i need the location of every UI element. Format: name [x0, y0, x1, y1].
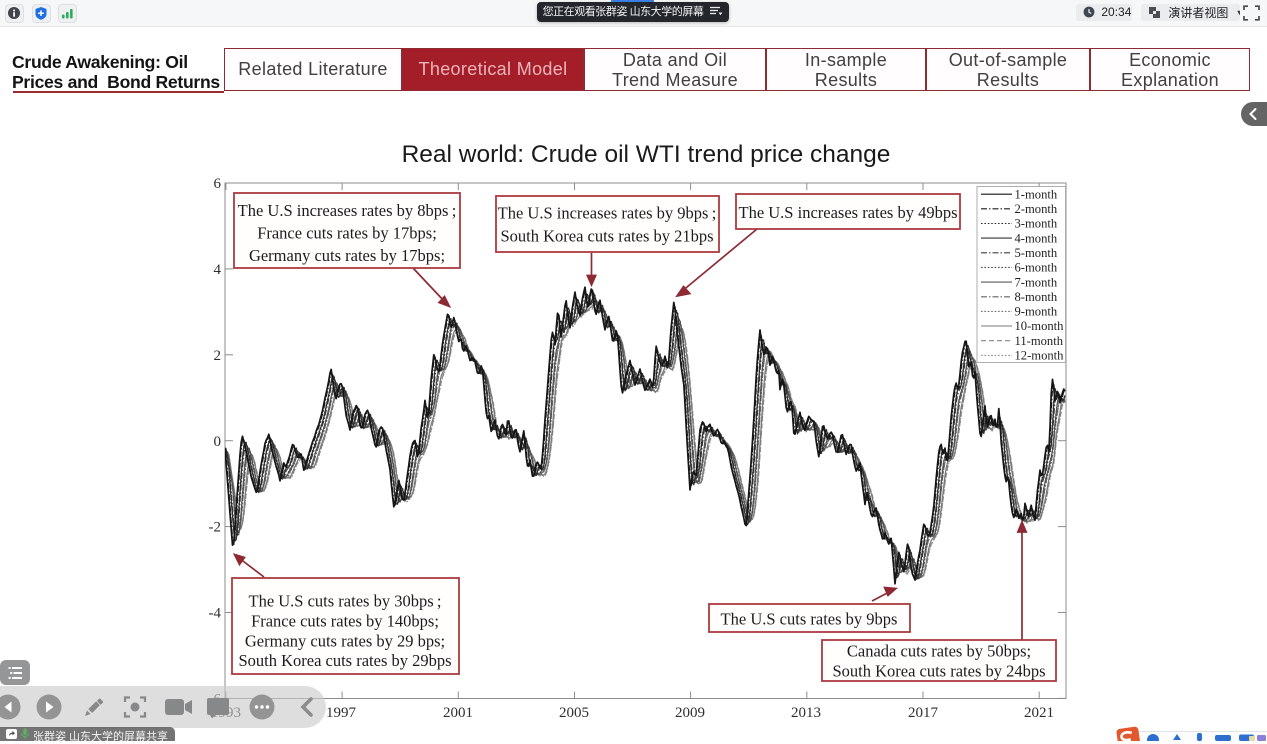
- svg-text:8-month: 8-month: [1015, 290, 1058, 304]
- svg-text:France cuts rates by 17bps;: France cuts rates by 17bps;: [257, 224, 437, 243]
- svg-text:5-month: 5-month: [1015, 246, 1058, 260]
- svg-text:3-month: 3-month: [1015, 217, 1058, 231]
- svg-text:-2: -2: [209, 520, 222, 536]
- svg-text:2001: 2001: [443, 705, 473, 721]
- svg-text:Germany cuts rates by 17bps;: Germany cuts rates by 17bps;: [249, 246, 445, 265]
- svg-text:The U.S increases rates by 9bp: The U.S increases rates by 9bps ;: [498, 204, 717, 223]
- svg-text:4-month: 4-month: [1015, 231, 1058, 245]
- svg-text:6-month: 6-month: [1015, 261, 1058, 275]
- svg-text:7-month: 7-month: [1015, 275, 1058, 289]
- svg-text:The U.S cuts rates by 9bps: The U.S cuts rates by 9bps: [721, 610, 898, 629]
- svg-text:12-month: 12-month: [1015, 349, 1065, 363]
- svg-text:France cuts rates by 140bps;: France cuts rates by 140bps;: [251, 612, 439, 631]
- svg-text:South Korea cuts rates by 21bp: South Korea cuts rates by 21bps: [500, 227, 713, 246]
- svg-text:South Korea cuts rates by 29bp: South Korea cuts rates by 29bps: [238, 651, 451, 670]
- svg-text:2005: 2005: [559, 705, 589, 721]
- svg-text:2009: 2009: [675, 705, 705, 721]
- svg-text:2021: 2021: [1024, 705, 1054, 721]
- svg-text:2017: 2017: [908, 705, 939, 721]
- svg-text:The U.S increases rates by 49b: The U.S increases rates by 49bps: [738, 203, 957, 222]
- svg-text:10-month: 10-month: [1015, 319, 1065, 333]
- svg-text:2: 2: [214, 348, 222, 364]
- svg-text:Canada cuts rates by 50bps;: Canada cuts rates by 50bps;: [847, 642, 1031, 661]
- svg-text:2013: 2013: [791, 705, 821, 721]
- svg-text:2-month: 2-month: [1015, 202, 1058, 216]
- svg-text:9-month: 9-month: [1015, 305, 1058, 319]
- svg-text:1997: 1997: [326, 705, 357, 721]
- svg-text:Real world: Crude oil WTI tren: Real world: Crude oil WTI trend price ch…: [402, 141, 891, 168]
- svg-text:4: 4: [214, 262, 222, 278]
- svg-text:0: 0: [214, 434, 222, 450]
- svg-text:11-month: 11-month: [1015, 334, 1064, 348]
- svg-text:-4: -4: [209, 606, 222, 622]
- svg-text:Germany cuts rates by 29 bps;: Germany cuts rates by 29 bps;: [245, 632, 445, 651]
- svg-text:South Korea cuts rates by 24bp: South Korea cuts rates by 24bps: [832, 662, 1045, 681]
- svg-text:The U.S cuts rates by 30bps ;: The U.S cuts rates by 30bps ;: [248, 592, 441, 611]
- svg-text:1-month: 1-month: [1015, 187, 1058, 201]
- svg-text:6: 6: [214, 176, 222, 192]
- svg-text:The U.S increases rates by 8bp: The U.S increases rates by 8bps ;: [238, 201, 457, 220]
